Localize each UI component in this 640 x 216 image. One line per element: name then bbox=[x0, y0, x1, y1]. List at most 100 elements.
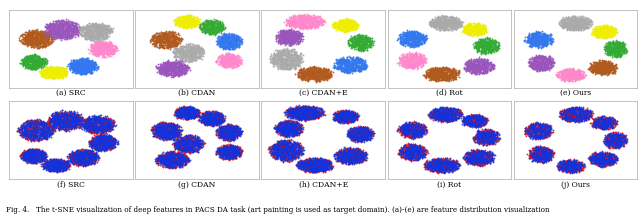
Point bbox=[178, 105, 188, 108]
Point bbox=[485, 158, 495, 162]
Point bbox=[333, 62, 344, 65]
Point bbox=[536, 137, 547, 140]
Point bbox=[478, 143, 488, 146]
Point bbox=[348, 132, 358, 135]
Point bbox=[42, 164, 52, 167]
Point bbox=[594, 36, 604, 39]
Point bbox=[58, 22, 68, 26]
Point bbox=[337, 116, 347, 119]
Point bbox=[560, 109, 570, 112]
Point bbox=[574, 24, 584, 28]
Point bbox=[166, 44, 177, 47]
Point bbox=[621, 51, 631, 55]
Point bbox=[539, 43, 549, 47]
Point bbox=[221, 40, 232, 43]
Point bbox=[434, 162, 444, 165]
Point bbox=[195, 27, 205, 30]
Point bbox=[301, 168, 311, 172]
Point bbox=[534, 69, 545, 73]
Point bbox=[209, 115, 219, 118]
Point bbox=[541, 36, 551, 40]
Point bbox=[595, 151, 605, 154]
Point bbox=[179, 143, 189, 146]
Point bbox=[312, 109, 322, 113]
Point bbox=[577, 76, 587, 79]
Point bbox=[108, 48, 118, 51]
Point bbox=[218, 131, 228, 134]
Point bbox=[563, 167, 573, 170]
Point bbox=[65, 110, 75, 114]
Point bbox=[223, 151, 234, 155]
Point bbox=[557, 163, 567, 167]
Point bbox=[275, 129, 285, 133]
Point bbox=[270, 149, 280, 152]
Point bbox=[44, 24, 54, 27]
Point bbox=[444, 17, 454, 20]
Point bbox=[308, 21, 319, 25]
Point bbox=[31, 160, 42, 164]
Point bbox=[18, 151, 28, 154]
Point bbox=[81, 25, 91, 28]
Point bbox=[79, 155, 90, 159]
Point bbox=[25, 154, 35, 157]
Point bbox=[27, 129, 37, 133]
Point bbox=[360, 131, 371, 134]
Point bbox=[562, 28, 572, 31]
Point bbox=[364, 132, 374, 135]
Point bbox=[449, 164, 459, 168]
Point bbox=[358, 134, 369, 138]
Point bbox=[47, 126, 57, 129]
Point bbox=[537, 68, 547, 72]
Point bbox=[465, 67, 475, 70]
Point bbox=[31, 44, 42, 47]
Point bbox=[177, 160, 188, 164]
Point bbox=[493, 132, 503, 135]
Point bbox=[108, 27, 118, 30]
Point bbox=[468, 149, 478, 152]
Point bbox=[150, 44, 161, 48]
Point bbox=[88, 23, 99, 27]
Point bbox=[477, 120, 488, 123]
Point bbox=[195, 120, 205, 124]
Point bbox=[188, 110, 198, 113]
Point bbox=[446, 26, 456, 29]
Point bbox=[231, 151, 241, 154]
Point bbox=[489, 136, 499, 139]
Point bbox=[403, 147, 413, 150]
Point bbox=[184, 59, 194, 62]
Point bbox=[49, 119, 59, 123]
Point bbox=[39, 134, 49, 138]
Point bbox=[415, 53, 426, 56]
Point bbox=[56, 127, 66, 131]
Point bbox=[69, 123, 79, 126]
Point bbox=[572, 163, 582, 167]
Point bbox=[490, 139, 500, 142]
Point bbox=[291, 131, 301, 135]
Point bbox=[163, 153, 173, 156]
Point bbox=[169, 31, 179, 35]
Point bbox=[37, 59, 47, 63]
Point bbox=[409, 129, 419, 133]
Point bbox=[409, 33, 419, 37]
Point bbox=[531, 134, 541, 137]
Point bbox=[40, 76, 50, 79]
Point bbox=[474, 130, 484, 134]
Point bbox=[288, 132, 298, 135]
Point bbox=[24, 125, 35, 128]
Point bbox=[36, 162, 46, 165]
Point bbox=[305, 74, 315, 77]
Point bbox=[281, 61, 291, 65]
Point bbox=[565, 110, 575, 113]
Point bbox=[566, 16, 577, 19]
Point bbox=[314, 24, 324, 27]
Point bbox=[156, 44, 166, 48]
Point bbox=[342, 22, 353, 26]
Point bbox=[304, 75, 314, 79]
Point bbox=[415, 60, 425, 64]
Point bbox=[525, 151, 535, 155]
Point bbox=[208, 29, 218, 33]
Point bbox=[442, 156, 452, 160]
Point bbox=[92, 146, 102, 149]
Point bbox=[407, 152, 417, 156]
Point bbox=[607, 33, 617, 36]
